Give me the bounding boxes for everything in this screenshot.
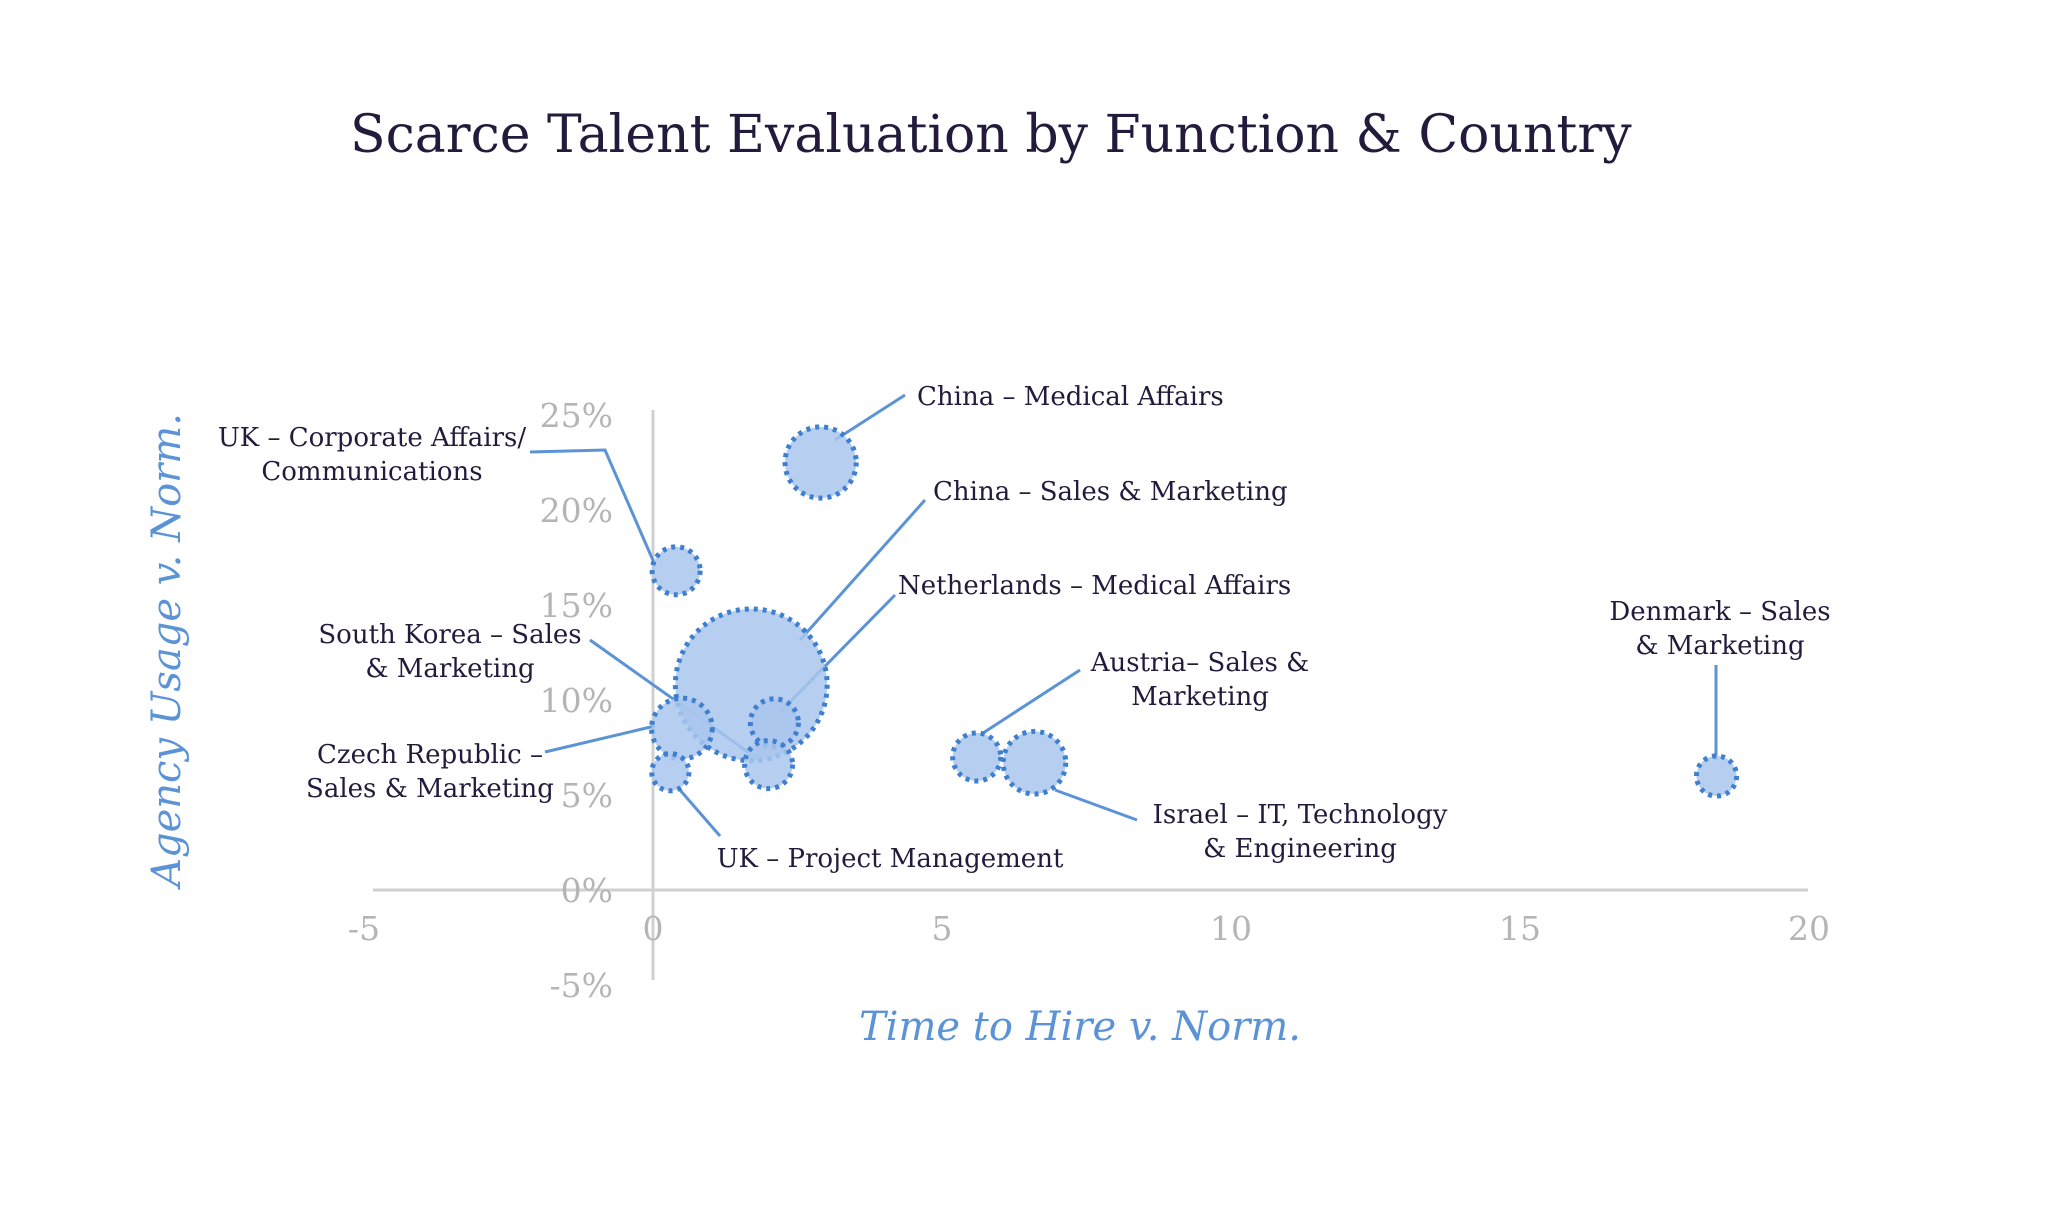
leader-line [544, 724, 656, 754]
y-axis-title: Agency Usage v. Norm. [144, 413, 190, 891]
y-tick-label: 15% [540, 586, 613, 625]
y-tick-label: -5% [549, 966, 613, 1005]
data-bubble [1000, 728, 1069, 797]
x-tick-label: 20 [1788, 909, 1830, 948]
point-label: China – Medical Affairs [917, 382, 1224, 412]
y-tick-label: 20% [540, 491, 613, 530]
leader-line [798, 499, 927, 641]
data-bubble [742, 738, 796, 792]
chart-title: Scarce Talent Evaluation by Function & C… [350, 105, 1632, 165]
x-tick-label: 15 [1499, 909, 1541, 948]
y-tick-label: 5% [561, 776, 613, 815]
data-bubble [649, 751, 692, 794]
leader-line [678, 789, 722, 837]
data-bubble [1693, 753, 1740, 799]
point-label: Austria– Sales & Marketing [1090, 648, 1310, 712]
leader-line [834, 393, 906, 442]
data-bubble [950, 730, 1004, 784]
x-tick-label: -5 [348, 909, 380, 948]
y-tick-label: 10% [540, 681, 613, 720]
point-label: Netherlands – Medical Affairs [898, 571, 1291, 601]
point-label: South Korea – Sales & Marketing [318, 620, 581, 684]
point-label: Denmark – Sales & Marketing [1609, 597, 1830, 661]
data-bubble [649, 544, 703, 598]
point-label: Israel – IT, Technology & Engineering [1153, 800, 1448, 864]
point-label: UK – Project Management [717, 844, 1064, 874]
x-axis-title: Time to Hire v. Norm. [859, 1004, 1301, 1050]
leader-line [1054, 788, 1138, 822]
leader-line [979, 668, 1081, 737]
leader-line [529, 448, 657, 566]
data-bubble [649, 695, 715, 762]
x-tick-label: 0 [643, 909, 664, 948]
data-bubble [782, 424, 859, 501]
y-tick-label: 25% [540, 396, 613, 435]
point-label: China – Sales & Marketing [933, 477, 1288, 507]
x-tick-label: 5 [932, 909, 953, 948]
y-tick-label: 0% [561, 871, 613, 910]
point-label: UK – Corporate Affairs/Communications [218, 423, 527, 487]
x-tick-label: 10 [1210, 909, 1252, 948]
point-label: Czech Republic – Sales & Marketing [306, 740, 554, 804]
